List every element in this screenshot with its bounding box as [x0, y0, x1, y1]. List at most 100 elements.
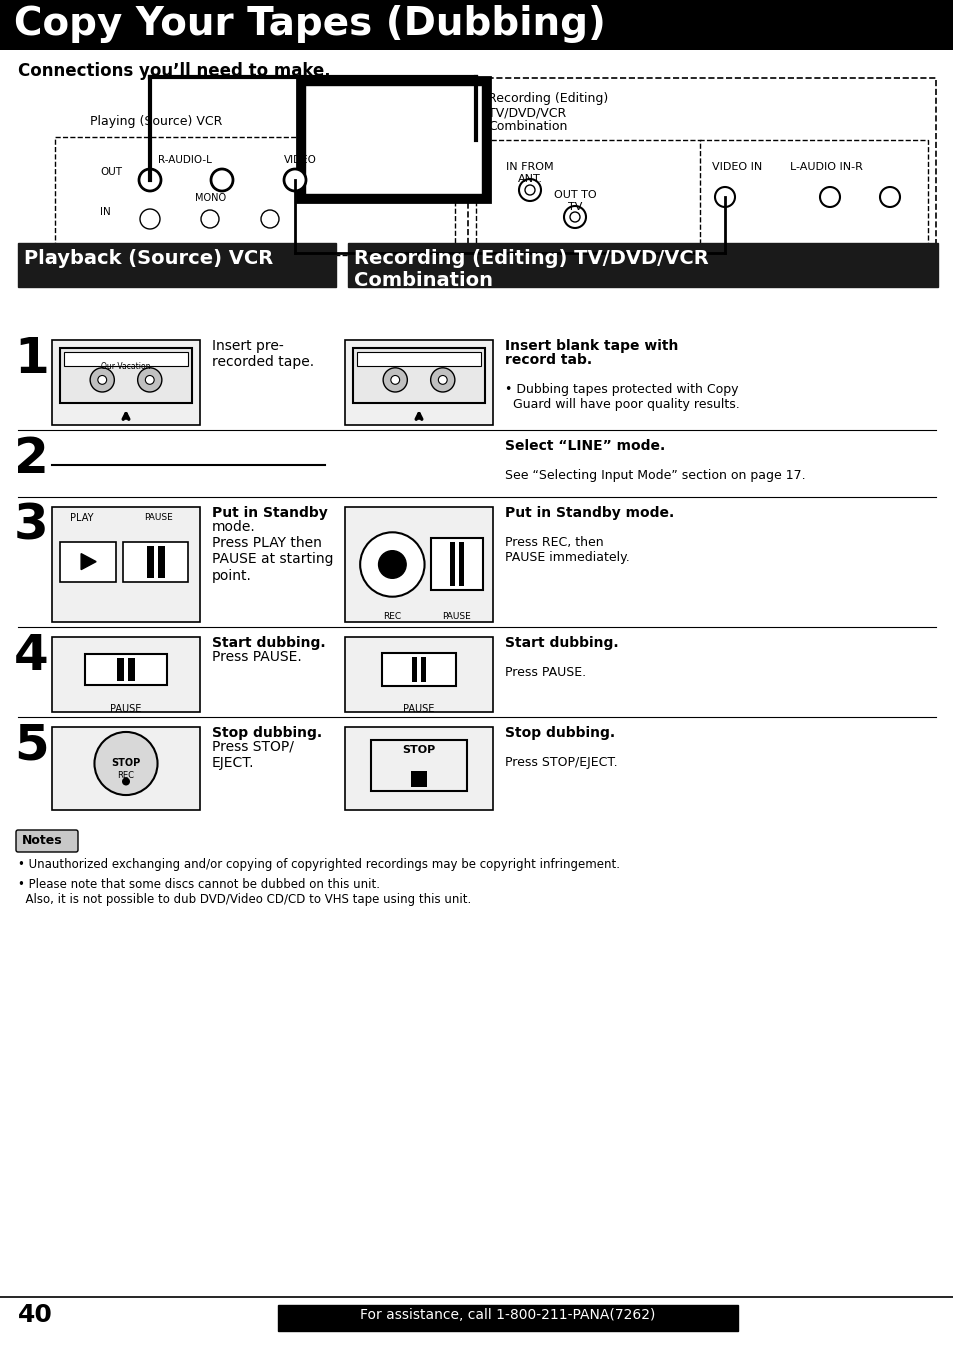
Circle shape	[360, 533, 424, 597]
Circle shape	[714, 187, 734, 207]
Text: ANT.: ANT.	[517, 174, 542, 184]
Circle shape	[98, 375, 107, 385]
Bar	[420, 656, 426, 682]
Bar	[449, 542, 455, 586]
Bar	[348, 243, 937, 286]
Text: OUT TO: OUT TO	[553, 190, 596, 200]
Bar	[85, 654, 167, 685]
Bar	[52, 507, 200, 621]
Bar	[356, 352, 480, 366]
Bar	[60, 348, 192, 404]
Text: 2: 2	[14, 434, 49, 483]
Bar	[412, 656, 416, 682]
Bar	[52, 638, 200, 712]
Bar	[0, 0, 953, 50]
Bar	[431, 538, 482, 590]
Text: Insert blank tape with: Insert blank tape with	[504, 339, 678, 352]
Text: PAUSE: PAUSE	[442, 612, 471, 621]
Text: • Please note that some discs cannot be dubbed on this unit.
  Also, it is not p: • Please note that some discs cannot be …	[18, 878, 471, 907]
Text: 5: 5	[14, 722, 49, 769]
Text: IN: IN	[100, 207, 111, 217]
Bar	[52, 728, 200, 810]
Bar	[476, 140, 700, 256]
Circle shape	[145, 375, 154, 385]
FancyBboxPatch shape	[16, 830, 78, 851]
Circle shape	[378, 550, 406, 578]
Circle shape	[437, 375, 447, 385]
Text: Start dubbing.: Start dubbing.	[212, 636, 325, 650]
Text: 3: 3	[14, 502, 49, 550]
Text: PAUSE: PAUSE	[144, 512, 172, 522]
Text: record tab.: record tab.	[504, 352, 592, 367]
Text: Press REC, then
PAUSE immediately.: Press REC, then PAUSE immediately.	[504, 537, 629, 564]
Bar	[52, 340, 200, 425]
Bar	[18, 243, 335, 286]
Bar	[55, 137, 455, 256]
Text: IN FROM: IN FROM	[506, 161, 554, 172]
Text: Recording (Editing): Recording (Editing)	[488, 91, 608, 105]
Text: Start dubbing.: Start dubbing.	[504, 636, 618, 650]
Circle shape	[211, 169, 233, 191]
Text: Put in Standby mode.: Put in Standby mode.	[504, 506, 674, 521]
Circle shape	[518, 179, 540, 200]
Circle shape	[879, 187, 899, 207]
Polygon shape	[81, 554, 96, 570]
Bar	[123, 542, 188, 582]
Circle shape	[524, 186, 535, 195]
Bar	[345, 728, 493, 810]
Circle shape	[563, 206, 585, 229]
Text: Recording (Editing) TV/DVD/VCR
Combination: Recording (Editing) TV/DVD/VCR Combinati…	[354, 249, 708, 291]
Bar	[147, 546, 153, 578]
Bar	[60, 542, 116, 582]
Circle shape	[201, 210, 219, 229]
Text: Playback (Source) VCR: Playback (Source) VCR	[24, 249, 273, 268]
Text: L-AUDIO IN-R: L-AUDIO IN-R	[789, 161, 862, 172]
Bar	[157, 546, 165, 578]
Bar	[345, 638, 493, 712]
Circle shape	[284, 169, 306, 191]
Text: PAUSE: PAUSE	[111, 703, 142, 714]
Text: For assistance, call 1-800-211-PANA(7262): For assistance, call 1-800-211-PANA(7262…	[360, 1307, 655, 1322]
Text: REC: REC	[383, 612, 401, 621]
Text: R-AUDIO-L: R-AUDIO-L	[158, 155, 212, 165]
Text: STOP: STOP	[112, 757, 140, 768]
Text: See “Selecting Input Mode” section on page 17.: See “Selecting Input Mode” section on pa…	[504, 469, 804, 482]
Text: mode.
Press PLAY then
PAUSE at starting
point.: mode. Press PLAY then PAUSE at starting …	[212, 521, 334, 582]
Circle shape	[383, 367, 407, 391]
Circle shape	[140, 208, 160, 229]
Circle shape	[90, 367, 114, 391]
Text: Select “LINE” mode.: Select “LINE” mode.	[504, 438, 664, 453]
Text: Press PAUSE.: Press PAUSE.	[212, 650, 301, 664]
Text: VIDEO: VIDEO	[283, 155, 316, 165]
Text: PAUSE: PAUSE	[403, 703, 435, 714]
Bar	[277, 1305, 738, 1332]
Circle shape	[820, 187, 840, 207]
Bar	[700, 140, 927, 256]
Bar	[468, 78, 935, 264]
Bar	[296, 77, 490, 202]
Circle shape	[122, 777, 130, 785]
Circle shape	[430, 367, 455, 391]
Bar	[353, 348, 484, 404]
Text: Stop dubbing.: Stop dubbing.	[212, 726, 322, 740]
Text: Connections you’ll need to make.: Connections you’ll need to make.	[18, 62, 331, 79]
Text: Insert pre-
recorded tape.: Insert pre- recorded tape.	[212, 339, 314, 369]
Circle shape	[137, 367, 162, 391]
Text: Put in Standby: Put in Standby	[212, 506, 328, 521]
Text: Playing (Source) VCR: Playing (Source) VCR	[90, 116, 222, 128]
Circle shape	[139, 169, 161, 191]
Text: PLAY: PLAY	[70, 512, 93, 523]
Text: Combination: Combination	[488, 120, 567, 133]
Bar	[128, 658, 135, 682]
Text: Stop dubbing.: Stop dubbing.	[504, 726, 615, 740]
Text: VIDEO IN: VIDEO IN	[711, 161, 761, 172]
Text: REC: REC	[117, 772, 134, 780]
Bar	[381, 652, 456, 686]
Bar	[117, 658, 124, 682]
Text: 1: 1	[14, 335, 49, 383]
Text: OUT: OUT	[100, 167, 122, 178]
Text: • Unauthorized exchanging and/or copying of copyrighted recordings may be copyri: • Unauthorized exchanging and/or copying…	[18, 858, 619, 872]
Text: Press STOP/EJECT.: Press STOP/EJECT.	[504, 756, 617, 769]
Text: Press PAUSE.: Press PAUSE.	[504, 666, 585, 679]
Text: Notes: Notes	[22, 834, 63, 847]
